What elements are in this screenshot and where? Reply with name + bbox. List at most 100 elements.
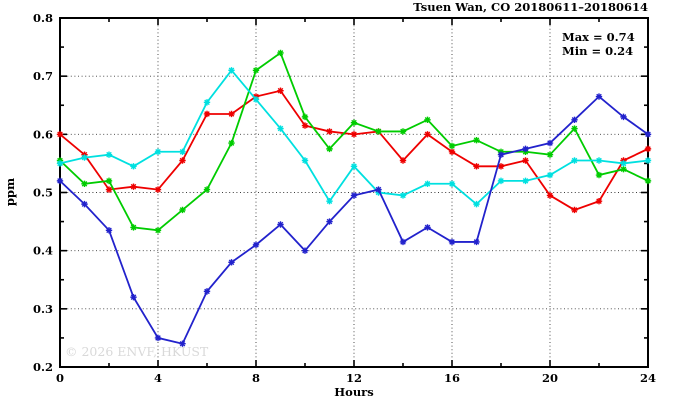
series-green-marker: [571, 125, 578, 132]
series-red-marker: [644, 145, 652, 153]
series-blue-marker: [473, 238, 480, 246]
y-axis-label: ppm: [3, 178, 17, 206]
series-blue-marker: [277, 221, 284, 228]
series-green-marker: [277, 49, 284, 57]
series-cyan-marker: [252, 96, 260, 103]
series-blue-marker: [81, 200, 88, 208]
series-blue-marker: [105, 227, 113, 234]
x-tick-label: 24: [640, 371, 656, 385]
series-green-marker: [448, 142, 456, 150]
series-red-marker: [301, 122, 309, 129]
max-annotation: Max = 0.74: [562, 30, 635, 44]
x-tick-label: 12: [346, 371, 362, 385]
series-cyan-marker: [228, 67, 235, 74]
series-red-marker: [203, 110, 211, 118]
series-green-marker: [595, 171, 603, 179]
series-cyan-marker: [595, 157, 603, 164]
series-cyan-marker: [326, 198, 333, 205]
series-blue-marker: [571, 116, 578, 123]
y-tick-label: 0.6: [33, 127, 53, 141]
series-red-marker: [154, 186, 162, 193]
series-red-marker: [326, 128, 333, 135]
series-cyan-marker: [301, 157, 309, 164]
series-green-marker: [203, 186, 211, 193]
series-green-marker: [81, 180, 88, 187]
series-red-marker: [130, 183, 137, 190]
series-blue-marker: [228, 259, 235, 266]
series-cyan-marker: [546, 171, 554, 179]
series-blue-marker: [203, 288, 211, 295]
series-green-marker: [301, 113, 309, 121]
series-blue-marker: [546, 139, 554, 147]
y-tick-label: 0.3: [33, 302, 53, 316]
series-blue-marker: [522, 145, 529, 153]
series-cyan-marker: [350, 163, 358, 170]
series-blue-marker: [595, 93, 603, 100]
series-blue-marker: [448, 238, 456, 246]
series-red-marker: [473, 163, 480, 170]
series-cyan-marker: [424, 180, 431, 187]
series-cyan-marker: [203, 99, 211, 106]
series-green-marker: [546, 151, 554, 158]
y-tick-label: 0.4: [33, 244, 53, 258]
series-cyan-marker: [277, 125, 284, 132]
series-green-marker: [228, 139, 235, 147]
x-tick-label: 0: [56, 371, 64, 385]
x-tick-label: 8: [252, 371, 260, 385]
series-green-marker: [252, 67, 260, 74]
series-cyan-marker: [56, 160, 64, 167]
series-red-marker: [424, 131, 431, 138]
min-annotation: Min = 0.24: [562, 44, 633, 58]
series-blue-marker: [326, 218, 333, 225]
series-blue-marker: [375, 186, 382, 193]
series-cyan-marker: [130, 163, 137, 170]
series-red-marker: [350, 131, 358, 138]
series-green-marker: [130, 224, 137, 231]
series-cyan-marker: [179, 148, 186, 155]
series-green-marker: [350, 119, 358, 126]
x-axis-label: Hours: [334, 385, 373, 399]
series-green-marker: [154, 227, 162, 234]
watermark-text: © 2026 ENVF, HKUST: [65, 344, 209, 359]
series-blue-marker: [497, 151, 505, 158]
series-blue-marker: [179, 340, 186, 347]
series-red-marker: [56, 131, 64, 138]
chart-title: Tsuen Wan, CO 20180611–20180614: [413, 0, 648, 14]
series-red-marker: [522, 157, 529, 164]
series-cyan-marker: [620, 160, 627, 167]
series-blue-marker: [130, 294, 137, 301]
y-tick-label: 0.5: [33, 186, 53, 200]
series-green-marker: [179, 206, 186, 214]
series-cyan-marker: [81, 154, 88, 161]
series-cyan-marker: [497, 177, 505, 185]
series-blue-marker: [301, 247, 309, 254]
series-cyan-marker: [399, 192, 407, 199]
series-blue-marker: [350, 192, 358, 199]
x-tick-label: 4: [154, 371, 162, 385]
series-blue-marker: [252, 241, 260, 249]
series-cyan-marker: [448, 180, 456, 187]
y-tick-label: 0.8: [33, 11, 53, 25]
series-red-marker: [546, 192, 554, 199]
series-red-marker: [179, 157, 186, 164]
series-cyan-marker: [522, 177, 529, 185]
series-blue-marker: [399, 238, 407, 246]
series-red-marker: [571, 206, 578, 214]
series-green-marker: [399, 128, 407, 135]
series-cyan-marker: [154, 148, 162, 155]
series-green-marker: [620, 166, 627, 173]
series-green-marker: [105, 177, 113, 185]
x-tick-label: 16: [444, 371, 460, 385]
series-cyan-marker: [105, 151, 113, 158]
series-green-marker: [644, 177, 652, 185]
series-red-marker: [497, 163, 505, 170]
series-green-marker: [375, 128, 382, 135]
series-blue-marker: [620, 113, 627, 121]
series-red-marker: [399, 157, 407, 164]
series-blue-marker: [424, 224, 431, 231]
series-cyan-marker: [473, 200, 480, 208]
series-blue-marker: [644, 131, 652, 138]
series-red-marker: [277, 87, 284, 94]
